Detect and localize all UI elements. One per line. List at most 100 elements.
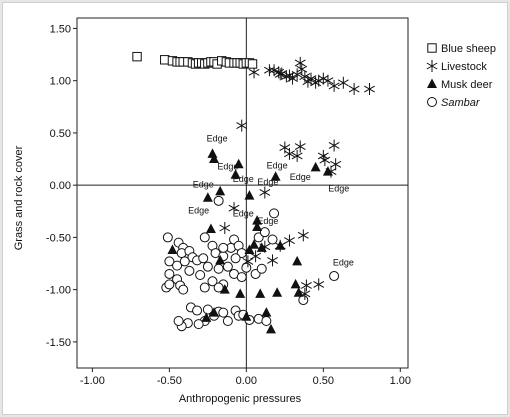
musk-deer-point [256,242,267,252]
sambar-point [184,265,195,276]
musk-deer-point [205,223,216,234]
edge-annotation: Edge [257,216,278,226]
edge-annotation: Edge [207,133,228,143]
edge-annotation: Edge [267,160,288,170]
musk-deer-point [215,254,226,265]
musk-deer-point [202,192,213,202]
musk-deer-point [292,255,303,266]
edge-annotation: Edge [188,205,209,215]
sambar-point [230,253,241,264]
sambar-point [259,227,270,238]
sambar-point [222,315,233,326]
livestock-point [263,64,275,77]
livestock-point [313,278,325,291]
livestock-point [299,287,311,300]
y-tick-label: -1.50 [46,337,71,349]
sambar-point [222,261,233,272]
musk-deer-point [244,244,255,254]
sambar-point [213,195,224,206]
livestock-point [259,240,271,253]
livestock-point [274,68,286,81]
livestock-point [297,229,309,242]
legend-marker-sambar [427,97,437,107]
livestock-point [284,147,295,160]
livestock-point [300,279,312,292]
livestock-point [291,68,303,81]
axes-group: -1.00 -0.50 0.00 0.50 1.00 -1.50 -1.00 -0.50 0.0… [46,17,411,387]
x-tick-label: -1.00 [80,375,105,387]
livestock-point [279,141,291,154]
musk-deer-point [235,288,246,298]
musk-deer-point [265,323,276,334]
x-tick-label: -0.50 [157,375,182,387]
sambar-point [164,256,175,267]
plot-border [76,17,409,369]
sambar-point [199,282,210,293]
legend-marker-blue-sheep [427,43,437,53]
sambar-point [329,271,340,282]
livestock-point [328,139,340,152]
livestock-point [325,165,337,178]
legend-label-blue-sheep: Blue sheep [441,43,496,55]
x-tick-label: 1.00 [390,375,411,387]
sambar-point [218,307,229,318]
edge-annotation: Edge [233,209,254,219]
edge-annotation: Edge [217,161,238,171]
livestock-point [305,72,317,85]
livestock-point [294,140,306,153]
musk-deer-point [249,239,260,249]
livestock-point [337,76,349,89]
musk-deer-point [261,307,272,317]
musk-deer-point [322,166,333,176]
sambar-point [179,256,190,267]
legend-label-musk-deer: Musk deer [441,79,493,91]
musk-deer-point [201,312,212,322]
livestock-point [287,72,298,85]
sambar-point [195,270,206,281]
livestock-point [364,83,375,96]
sambar-point [298,295,309,306]
sambar-point [172,260,183,271]
sambar-point [241,262,252,273]
edge-annotation: Edge [328,183,349,193]
livestock-point [348,83,360,96]
musk-deer-point [233,158,244,169]
livestock-point [273,66,285,79]
y-tick-label: 0.50 [50,128,71,140]
sambar-point [261,315,272,326]
musk-deer-point [207,148,218,158]
edge-annotation: Edge [333,258,354,268]
livestock-point [236,119,248,132]
sambar-point [236,272,247,283]
musk-deer-point [252,215,263,225]
sambar-point [269,208,280,219]
sambar-point [192,305,203,316]
sambar-point [213,263,224,274]
y-tick-label: 1.50 [50,23,71,35]
edge-annotation: Edge [233,174,254,184]
edge-annotation: Edge [257,177,278,187]
livestock-point [228,202,240,215]
y-tick-label: -1.00 [46,285,71,297]
legend-label-livestock: Livestock [441,61,487,73]
livestock-point [284,234,295,247]
livestock-point [242,255,254,268]
livestock-point [330,158,342,171]
livestock-point [250,250,262,263]
musk-deer-point [209,153,220,164]
sambar-point [178,284,189,295]
musk-deer-point [230,169,241,179]
livestock-point [302,75,314,88]
musk-deer-point [219,284,230,294]
blue-sheep-point [160,55,170,65]
sambar-point [193,319,204,330]
livestock-point [294,56,306,69]
sambar-point [199,232,210,243]
y-tick-label: 0.00 [50,180,71,192]
edge-annotation: Edge [290,172,311,182]
sambar-point [164,279,175,290]
sambar-point [267,234,278,245]
